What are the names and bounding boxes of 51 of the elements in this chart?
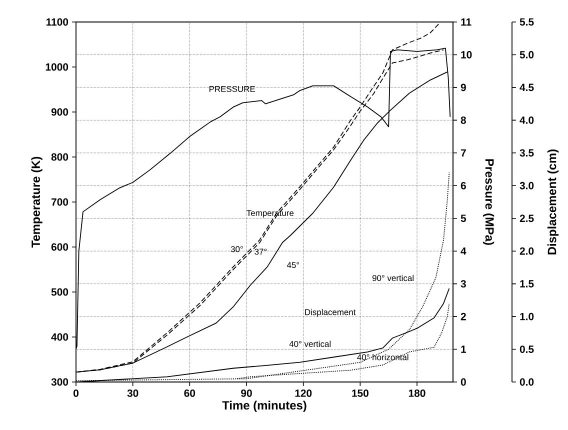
- y-tick-label: 400: [51, 333, 68, 341]
- y-tick-label: 1100: [46, 18, 68, 26]
- y3-tick-label: 0.5: [520, 346, 534, 353]
- x-tick-label: 0: [73, 390, 78, 397]
- y2-tick-label: 6: [460, 182, 466, 190]
- text: 90° vertical: [372, 274, 414, 282]
- y2-tick-label: 11: [461, 18, 472, 26]
- series-label: PRESSURE: [209, 86, 255, 92]
- y-tick-label: 600: [51, 243, 68, 251]
- y2-axis-title: Pressure (MPa): [482, 159, 494, 245]
- y3-tick-label: 0.0: [520, 378, 534, 386]
- series-label: 40° vertical: [289, 340, 331, 347]
- y2-tick-label: 7: [460, 149, 466, 157]
- annotation: Displacement: [305, 308, 356, 317]
- y3-tick-label: 3.0: [520, 182, 534, 190]
- y2-tick-label: 9: [460, 84, 466, 92]
- y2-tick-label: 8: [460, 116, 466, 124]
- y-tick-label: 1000: [46, 63, 68, 71]
- y-tick-label: 300: [51, 378, 68, 386]
- y3-tick-label: 1.0: [520, 312, 534, 320]
- y2-tick-label: 2: [460, 312, 466, 320]
- x-tick-label: 30: [127, 390, 138, 397]
- y3-tick-label: 4.0: [520, 116, 534, 124]
- y3-tick-label: 4.5: [520, 84, 534, 92]
- y-tick-label: 900: [51, 108, 68, 116]
- y-tick-label: 800: [51, 153, 68, 161]
- y3-tick-label: 1.5: [520, 280, 534, 288]
- y3-tick-label: 2.0: [520, 247, 534, 255]
- x-tick-label: 150: [352, 390, 368, 397]
- x-tick-label: 180: [408, 390, 426, 397]
- y3-tick-label: 5.5: [520, 18, 534, 26]
- y2-tick-label: 0: [460, 378, 466, 386]
- x-tick-label: 120: [295, 390, 312, 397]
- y2-tick-label: 10: [461, 51, 472, 58]
- y3-tick-label: 2.5: [520, 214, 534, 222]
- x-axis-title: Time (minutes): [222, 400, 306, 412]
- series-label: 37°: [254, 248, 267, 255]
- y3-axis-title: Displacement (cm): [547, 149, 559, 254]
- y3-tick-label: 5.0: [520, 51, 534, 58]
- y2-tick-label: 4: [460, 248, 466, 255]
- y3-tick-label: 3.5: [520, 149, 534, 157]
- x-tick-label: 90: [241, 390, 252, 397]
- y2-tick-label: 5: [460, 214, 466, 222]
- y-axis-title: Temperature (K): [31, 156, 42, 248]
- y2-tick-label: 3: [460, 280, 466, 288]
- series-label: 45°: [286, 262, 300, 268]
- y-tick-label: 500: [51, 288, 68, 296]
- y-tick-label: 700: [51, 198, 68, 206]
- x-tick-label: 60: [184, 390, 196, 397]
- series-label: 30°: [230, 246, 243, 252]
- y2-tick-label: 1: [461, 346, 466, 353]
